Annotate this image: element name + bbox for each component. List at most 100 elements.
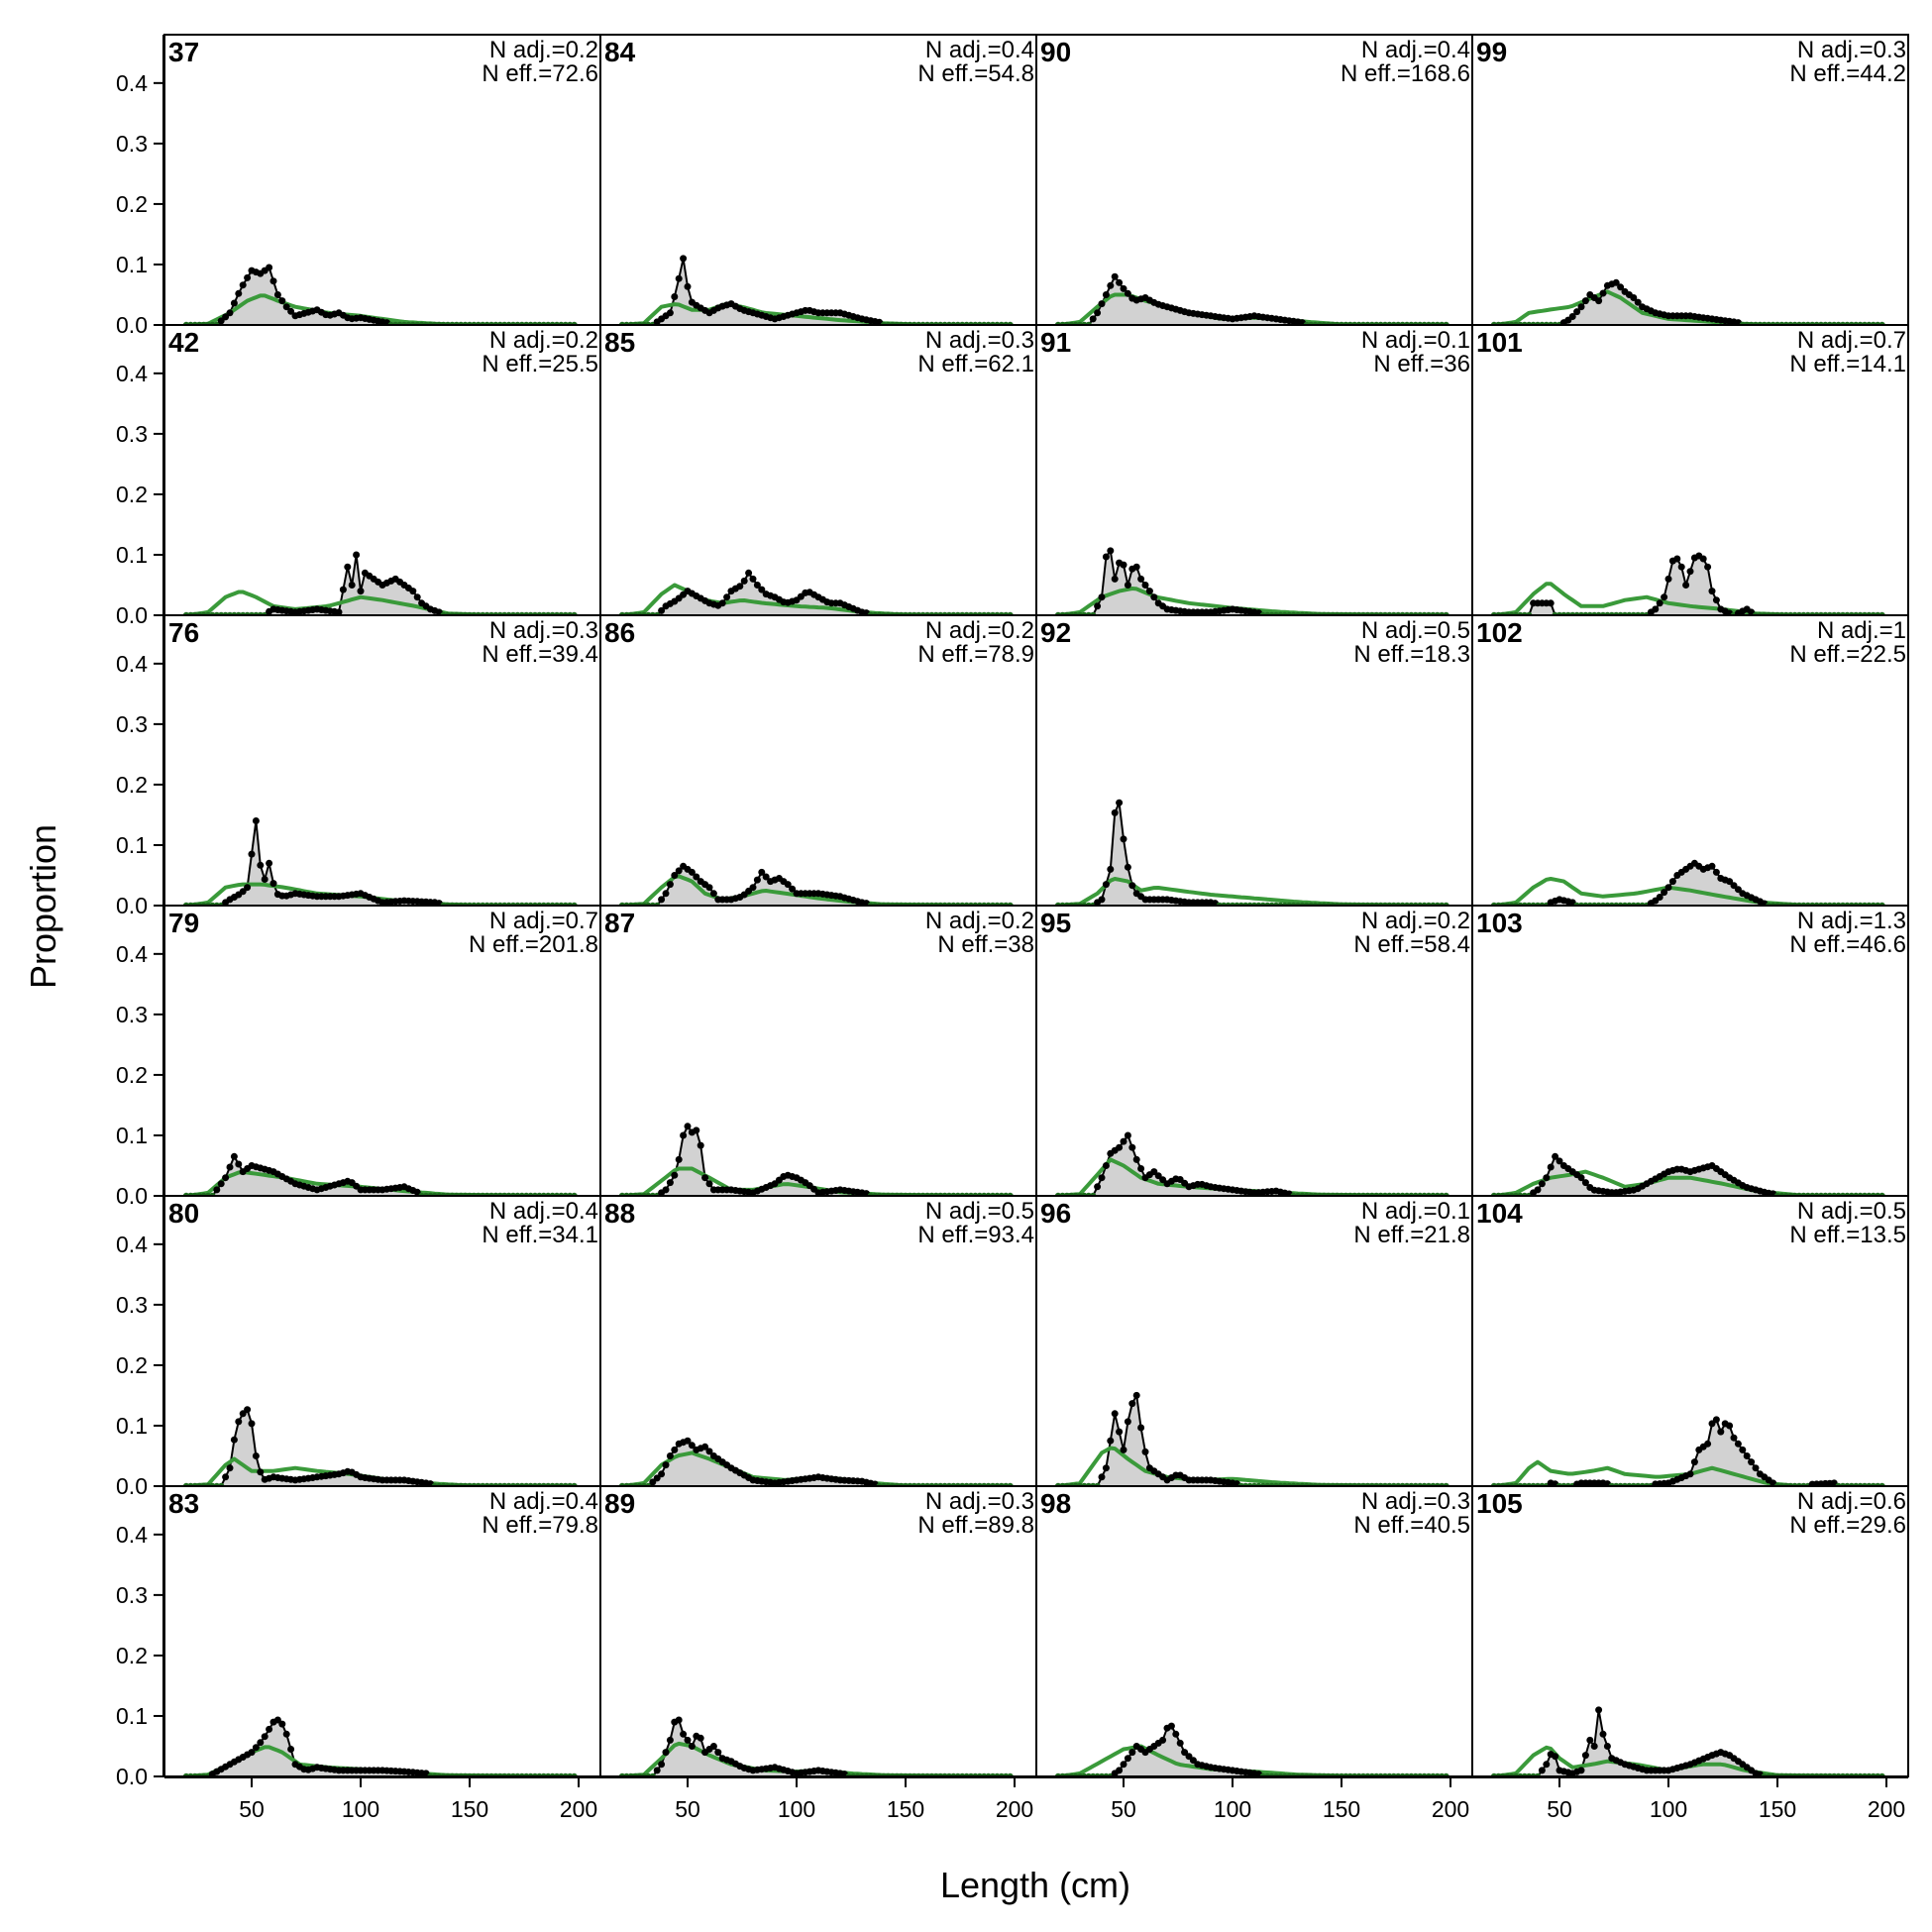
observed-point (348, 582, 356, 589)
n-eff-label: N eff.=79.8 (482, 1512, 598, 1539)
y-tick-label: 0.4 (116, 1522, 148, 1548)
observed-point (1656, 894, 1664, 901)
observed-point (1116, 278, 1124, 286)
observed-point (1734, 1440, 1742, 1448)
y-tick-label: 0.3 (116, 131, 148, 157)
observed-point (1098, 896, 1106, 904)
n-eff-label: N eff.=46.6 (1789, 931, 1906, 958)
observed-point (1538, 1767, 1546, 1774)
y-tick-label: 0.4 (116, 651, 148, 677)
panel-id-label: 103 (1476, 908, 1523, 938)
observed-point (675, 1155, 683, 1163)
observed-point (1111, 575, 1119, 583)
observed-point (753, 876, 761, 884)
observed-point (1124, 1755, 1131, 1763)
observed-point (1102, 1162, 1110, 1169)
observed-point (273, 1716, 281, 1724)
panel-id-label: 92 (1040, 617, 1071, 648)
observed-point (226, 309, 234, 317)
observed-point (339, 586, 347, 593)
x-axis-title: Length (cm) (940, 1865, 1130, 1905)
panel-plot-area (1472, 1706, 1908, 1776)
observed-point (252, 1452, 260, 1459)
observed-point (1726, 878, 1734, 886)
observed-point (257, 1468, 265, 1476)
observed-point (282, 303, 290, 311)
observed-point (745, 569, 753, 577)
observed-point (1595, 1706, 1603, 1714)
observed-point (1189, 1757, 1197, 1765)
n-eff-label: N eff.=29.6 (1789, 1512, 1906, 1539)
observed-point (723, 593, 731, 601)
n-eff-label: N eff.=39.4 (482, 641, 598, 668)
n-adj-label: N adj.=0.2 (925, 908, 1034, 934)
observed-point (1111, 1410, 1119, 1418)
panel-plot-area (1472, 1416, 1908, 1486)
n-eff-label: N eff.=72.6 (482, 60, 598, 87)
x-tick-label: 50 (1547, 1796, 1572, 1822)
observed-point (671, 1446, 679, 1453)
observed-point (666, 881, 674, 889)
n-eff-label: N eff.=21.8 (1353, 1222, 1470, 1248)
panel-grid: 37 N adj.=0.2N eff.=72.642 N adj.=0.2N eff… (163, 34, 1909, 1777)
observed-point (1124, 1131, 1131, 1139)
observed-point (1120, 284, 1127, 292)
observed-point (353, 551, 361, 559)
observed-point (1107, 865, 1115, 873)
observed-point (413, 593, 421, 601)
observed-point (684, 1123, 692, 1130)
observed-point (1581, 297, 1589, 305)
observed-point (1107, 1437, 1115, 1445)
observed-point (1141, 582, 1149, 589)
observed-point (1664, 884, 1672, 892)
y-tick-label: 0.0 (116, 893, 148, 918)
observed-point (248, 1749, 256, 1757)
observed-point (1102, 291, 1110, 298)
y-tick-label: 0.0 (116, 1764, 148, 1789)
observed-point (666, 1452, 674, 1459)
observed-point (1150, 593, 1158, 601)
x-tick-label: 100 (1214, 1796, 1251, 1822)
n-eff-label: N eff.=44.2 (1789, 60, 1906, 87)
observed-point (1132, 1155, 1140, 1163)
observed-point (266, 1725, 273, 1733)
panel-id-label: 79 (168, 908, 199, 938)
observed-point (1568, 313, 1576, 320)
n-eff-label: N eff.=25.5 (482, 351, 598, 377)
observed-point (1128, 1400, 1136, 1408)
observed-point (278, 1720, 286, 1728)
panel-id-label: 85 (604, 327, 635, 358)
x-axis: 50 100 150 200 50 100 150 200 50 100 150 200 50 100 15… (164, 1776, 1908, 1822)
panel-id-label: 96 (1040, 1198, 1071, 1229)
observed-point (1577, 303, 1585, 311)
observed-point (269, 880, 277, 888)
observed-point (1595, 297, 1603, 305)
observed-point (1094, 1183, 1102, 1191)
n-eff-label: N eff.=18.3 (1353, 641, 1470, 668)
y-axis: 0.0 0.1 0.2 0.3 0.4 0.0 0.1 0.2 0.3 0.4 0.0 0.1 0.2 0… (116, 35, 164, 1789)
observed-point (736, 583, 744, 590)
observed-point (230, 1436, 238, 1444)
observed-point (693, 873, 700, 881)
observed-point (1717, 1428, 1725, 1436)
observed-point (1577, 1767, 1585, 1774)
n-adj-label: N adj.=0.5 (1797, 1198, 1906, 1225)
observed-area (1058, 1395, 1447, 1486)
observed-point (1116, 1428, 1124, 1436)
observed-point (1132, 563, 1140, 571)
observed-point (1107, 547, 1115, 555)
x-tick-label: 50 (675, 1796, 700, 1822)
observed-area (186, 268, 575, 325)
y-tick-label: 0.2 (116, 1352, 148, 1378)
n-adj-label: N adj.=0.4 (489, 1488, 598, 1515)
observed-point (1111, 272, 1119, 280)
n-adj-label: N adj.=0.2 (489, 37, 598, 63)
observed-point (1124, 1418, 1131, 1426)
panel-id-label: 89 (604, 1488, 635, 1519)
observed-point (671, 1171, 679, 1179)
observed-point (697, 1734, 704, 1742)
panel-95: 95 N adj.=0.2N eff.=58.4 (1035, 905, 1473, 1197)
observed-point (1150, 1168, 1158, 1176)
panel-id-label: 87 (604, 908, 635, 938)
n-adj-label: N adj.=1.3 (1797, 908, 1906, 934)
